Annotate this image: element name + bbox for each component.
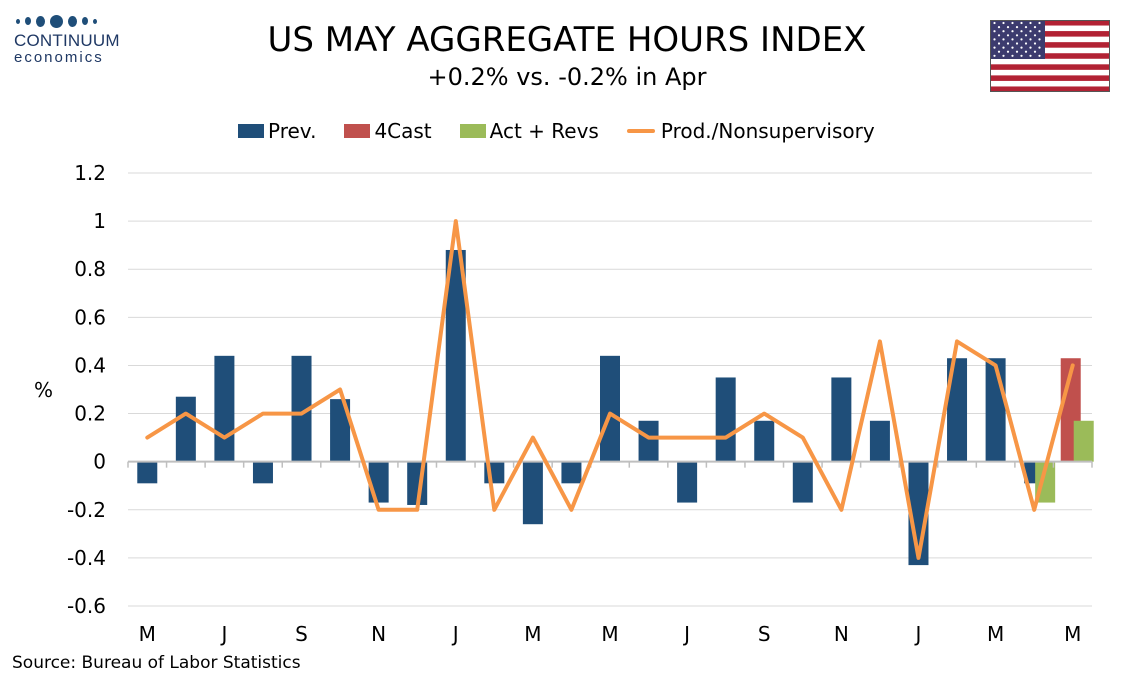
y-tick-label: 0.8 xyxy=(74,257,106,281)
legend-item-act-revs: Act + Revs xyxy=(459,119,599,143)
y-tick-label: 0.4 xyxy=(74,353,106,377)
bar-prev xyxy=(214,355,235,462)
bar-prev xyxy=(330,399,351,462)
legend-swatch-4cast xyxy=(344,124,371,138)
x-tick-label: J xyxy=(682,622,690,646)
x-tick-label: N xyxy=(834,622,849,646)
bar-prev xyxy=(985,358,1006,462)
legend-item-prev: Prev. xyxy=(238,119,316,143)
x-tick-label: J xyxy=(914,622,922,646)
bar-prev xyxy=(175,396,196,462)
bar-prev xyxy=(522,461,543,525)
x-tick-label: M xyxy=(524,622,541,646)
bar-act-revs xyxy=(1073,420,1094,462)
bar-prev xyxy=(869,420,890,462)
y-tick-label: -0.6 xyxy=(67,594,106,618)
y-axis-label: % xyxy=(34,378,54,402)
x-tick-label: N xyxy=(371,622,386,646)
continuum-logo: CONTINUUM economics xyxy=(14,14,134,66)
bar-prev xyxy=(715,377,736,462)
x-tick-label: J xyxy=(219,622,227,646)
bar-prev xyxy=(677,461,698,503)
legend-label-prod: Prod./Nonsupervisory xyxy=(660,119,875,143)
x-tick-label: M xyxy=(601,622,618,646)
x-tick-label: M xyxy=(1064,622,1081,646)
bar-prev xyxy=(831,377,852,462)
legend-line-prod xyxy=(626,129,655,133)
bar-prev xyxy=(792,461,813,503)
legend-item-4cast: 4Cast xyxy=(344,119,432,143)
y-tick-label: -0.4 xyxy=(67,546,106,570)
bar-prev xyxy=(137,461,158,484)
y-tick-label: -0.2 xyxy=(67,498,106,522)
x-tick-label: M xyxy=(987,622,1004,646)
legend-item-prod: Prod./Nonsupervisory xyxy=(626,119,875,143)
legend-label-4cast: 4Cast xyxy=(374,119,432,143)
bar-prev xyxy=(638,420,659,462)
bar-prev xyxy=(561,461,582,484)
legend-label-prev: Prev. xyxy=(268,119,317,143)
bar-prev xyxy=(291,355,312,462)
x-tick-label: S xyxy=(295,622,308,646)
legend-label-act-revs: Act + Revs xyxy=(489,119,599,143)
line-prod-nonsupervisory xyxy=(145,219,1075,560)
x-tick-label: J xyxy=(451,622,459,646)
y-tick-label: 1.2 xyxy=(74,161,106,185)
x-tick-label: S xyxy=(758,622,771,646)
bar-prev xyxy=(445,249,466,462)
chart-title: US MAY AGGREGATE HOURS INDEX xyxy=(267,20,867,60)
bar-prev xyxy=(947,358,968,462)
legend-swatch-prev xyxy=(238,124,264,138)
chart-legend: Prev. 4Cast Act + Revs Prod./Nonsupervis… xyxy=(238,119,903,143)
source-note: Source: Bureau of Labor Statistics xyxy=(12,653,301,673)
bar-prev xyxy=(252,461,273,484)
y-tick-label: 0.6 xyxy=(74,305,106,329)
y-tick-label: 0 xyxy=(93,450,106,474)
us-flag-icon xyxy=(990,20,1110,92)
bar-prev xyxy=(600,355,620,462)
x-tick-label: M xyxy=(139,622,156,646)
y-tick-label: 1 xyxy=(93,209,106,233)
y-tick-label: 0.2 xyxy=(74,402,106,426)
logo-dots-icon xyxy=(16,14,134,28)
legend-swatch-act-revs xyxy=(459,124,486,138)
chart-subtitle: +0.2% vs. -0.2% in Apr xyxy=(427,63,707,91)
bar-prev xyxy=(754,420,775,462)
logo-name: CONTINUUM xyxy=(14,31,120,50)
logo-subtitle: economics xyxy=(14,49,104,66)
